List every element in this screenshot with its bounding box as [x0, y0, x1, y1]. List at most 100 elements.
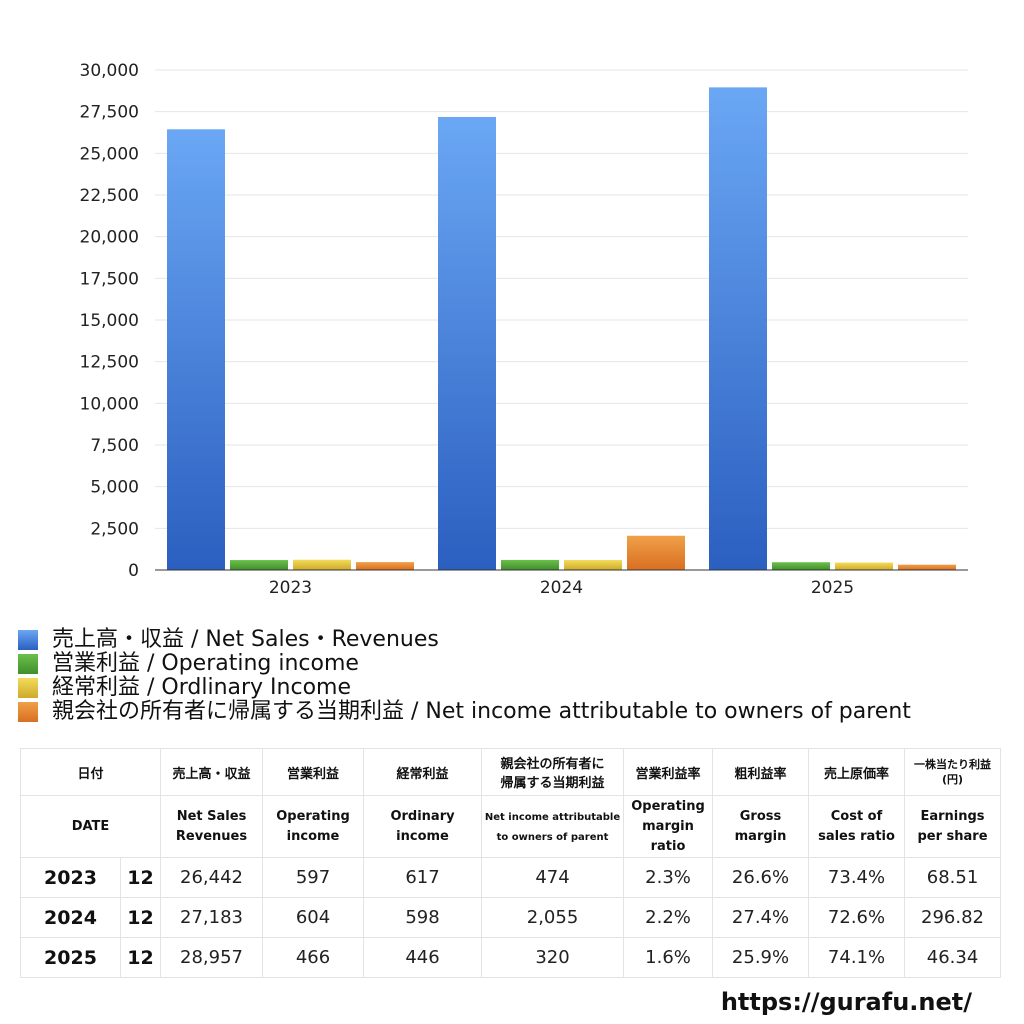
- cell-ordinary-income: 446: [363, 937, 483, 978]
- legend-item-operating-income: 営業利益 / Operating income: [18, 652, 911, 676]
- y-tick-label: 12,500: [80, 353, 139, 373]
- header-net-income-ja: 親会社の所有者に 帰属する当期利益: [481, 748, 625, 796]
- header-operating-income-en-line2: income: [286, 828, 340, 844]
- y-tick-label: 0: [128, 561, 139, 581]
- header-cost-ratio-en: Cost of sales ratio: [808, 795, 906, 858]
- y-tick-label: 15,000: [80, 311, 139, 331]
- cell-net-income: 320: [481, 937, 625, 978]
- header-net-sales-ja: 売上高・収益: [160, 748, 264, 796]
- cell-cost-ratio: 74.1%: [808, 937, 906, 978]
- header-gross-margin-en-line2: margin: [734, 828, 787, 844]
- legend-label: 営業利益 / Operating income: [52, 651, 359, 676]
- bar-operating-income-2023: [230, 560, 288, 570]
- header-operating-margin-en-line1: Operating: [631, 798, 705, 814]
- financial-table: 日付 売上高・収益 営業利益 経常利益 親会社の所有者に 帰属する当期利益 営業…: [19, 748, 1002, 978]
- cell-month: 12: [119, 857, 162, 898]
- header-operating-income-en: Operating income: [262, 795, 365, 858]
- header-eps-ja-line2: (円): [941, 773, 964, 786]
- cell-eps: 68.51: [904, 857, 1002, 898]
- bar-net-income-2025: [898, 564, 956, 570]
- legend-swatch-net-sales: [18, 630, 38, 650]
- cell-ordinary-income: 598: [363, 897, 483, 938]
- cell-gross-margin: 26.6%: [712, 857, 810, 898]
- header-net-income-en-line2: to owners of parent: [496, 831, 609, 843]
- cell-operating-margin: 1.6%: [623, 937, 714, 978]
- table-header-ja: 日付 売上高・収益 営業利益 経常利益 親会社の所有者に 帰属する当期利益 営業…: [19, 748, 1002, 796]
- cell-cost-ratio: 72.6%: [808, 897, 906, 938]
- table-row: 2024 12 27,183 604 598 2,055 2.2% 27.4% …: [20, 897, 1002, 938]
- bar-net-income-2023: [356, 562, 414, 570]
- cell-cost-ratio: 73.4%: [808, 857, 906, 898]
- bar-ordinary-income-2025: [835, 562, 893, 570]
- x-tick-label: 2024: [540, 578, 583, 598]
- header-eps-ja-line1: 一株当たり利益: [914, 758, 992, 771]
- header-ordinary-income-ja: 経常利益: [363, 748, 483, 796]
- header-ordinary-income-en-line2: income: [396, 828, 449, 844]
- table-row: 2025 12 28,957 466 446 320 1.6% 25.9% 74…: [20, 937, 1002, 978]
- header-date-ja: 日付: [19, 748, 162, 796]
- cell-operating-margin: 2.3%: [623, 857, 714, 898]
- header-ordinary-income-en-line1: Ordinary: [390, 808, 455, 824]
- y-axis-ticks: 0 2,500 5,000 7,500 10,000 12,500 15,000 17,500…: [80, 61, 139, 581]
- cell-year: 2025: [20, 937, 121, 978]
- y-tick-label: 20,000: [80, 228, 139, 248]
- header-net-sales-en: Net Sales Revenues: [160, 795, 264, 858]
- legend-item-ordinary-income: 経常利益 / Ordlinary Income: [18, 676, 911, 700]
- header-date-en: DATE: [19, 795, 162, 858]
- site-url[interactable]: https://gurafu.net/: [720, 988, 972, 1016]
- legend-swatch-net-income: [18, 702, 38, 722]
- table-header-en: DATE Net Sales Revenues Operating income…: [19, 795, 1002, 858]
- bar-operating-income-2024: [501, 559, 559, 570]
- cell-month: 12: [119, 897, 162, 938]
- header-eps-en: Earnings per share: [904, 795, 1002, 858]
- chart-bars: [167, 87, 956, 571]
- cell-net-sales: 26,442: [160, 857, 264, 898]
- cell-gross-margin: 27.4%: [712, 897, 810, 938]
- cell-operating-income: 466: [262, 937, 365, 978]
- header-eps-en-line2: per share: [917, 828, 988, 844]
- y-tick-label: 5,000: [90, 478, 139, 498]
- header-cost-ratio-en-line1: Cost of: [830, 808, 883, 824]
- y-tick-label: 27,500: [80, 103, 139, 123]
- header-operating-income-en-line1: Operating: [276, 808, 350, 824]
- legend-item-net-sales: 売上高・収益 / Net Sales・Revenues: [18, 628, 911, 652]
- legend-label: 経常利益 / Ordlinary Income: [52, 675, 351, 700]
- y-tick-label: 10,000: [80, 394, 139, 414]
- header-net-income-ja-line2: 帰属する当期利益: [500, 776, 605, 791]
- y-tick-label: 7,500: [90, 436, 139, 456]
- header-net-income-en: Net income attributable to owners of par…: [481, 795, 625, 858]
- header-cost-ratio-ja: 売上原価率: [808, 748, 906, 796]
- header-eps-ja: 一株当たり利益 (円): [904, 748, 1002, 796]
- header-operating-margin-en: Operating margin ratio: [623, 795, 714, 858]
- cell-year: 2023: [20, 857, 121, 898]
- header-operating-margin-ja: 営業利益率: [623, 748, 714, 796]
- cell-operating-income: 604: [262, 897, 365, 938]
- x-tick-label: 2025: [811, 578, 854, 598]
- header-net-sales-en-line1: Net Sales: [176, 808, 247, 824]
- bar-chart: 0 2,500 5,000 7,500 10,000 12,500 15,000 17,500…: [80, 61, 968, 598]
- bar-net-sales-2024: [438, 116, 496, 570]
- y-tick-label: 22,500: [80, 186, 139, 206]
- cell-eps: 46.34: [904, 937, 1002, 978]
- chart-grid: [155, 69, 968, 529]
- cell-operating-income: 597: [262, 857, 365, 898]
- y-tick-label: 30,000: [80, 61, 139, 81]
- y-tick-label: 2,500: [90, 519, 139, 539]
- bar-ordinary-income-2023: [293, 559, 351, 570]
- cell-year: 2024: [20, 897, 121, 938]
- cell-ordinary-income: 617: [363, 857, 483, 898]
- header-cost-ratio-en-line2: sales ratio: [818, 828, 895, 844]
- bar-net-sales-2023: [167, 129, 225, 571]
- header-net-income-ja-line1: 親会社の所有者に: [500, 757, 605, 772]
- header-gross-margin-en: Gross margin: [712, 795, 810, 858]
- bar-net-income-2024: [627, 535, 685, 570]
- header-operating-margin-en-line2: margin: [642, 818, 694, 834]
- cell-eps: 296.82: [904, 897, 1002, 938]
- table-row: 2023 12 26,442 597 617 474 2.3% 26.6% 73…: [20, 857, 1002, 898]
- cell-gross-margin: 25.9%: [712, 937, 810, 978]
- header-ordinary-income-en: Ordinary income: [363, 795, 483, 858]
- cell-net-sales: 27,183: [160, 897, 264, 938]
- cell-net-sales: 28,957: [160, 937, 264, 978]
- bar-operating-income-2025: [772, 562, 830, 570]
- legend-swatch-ordinary-income: [18, 678, 38, 698]
